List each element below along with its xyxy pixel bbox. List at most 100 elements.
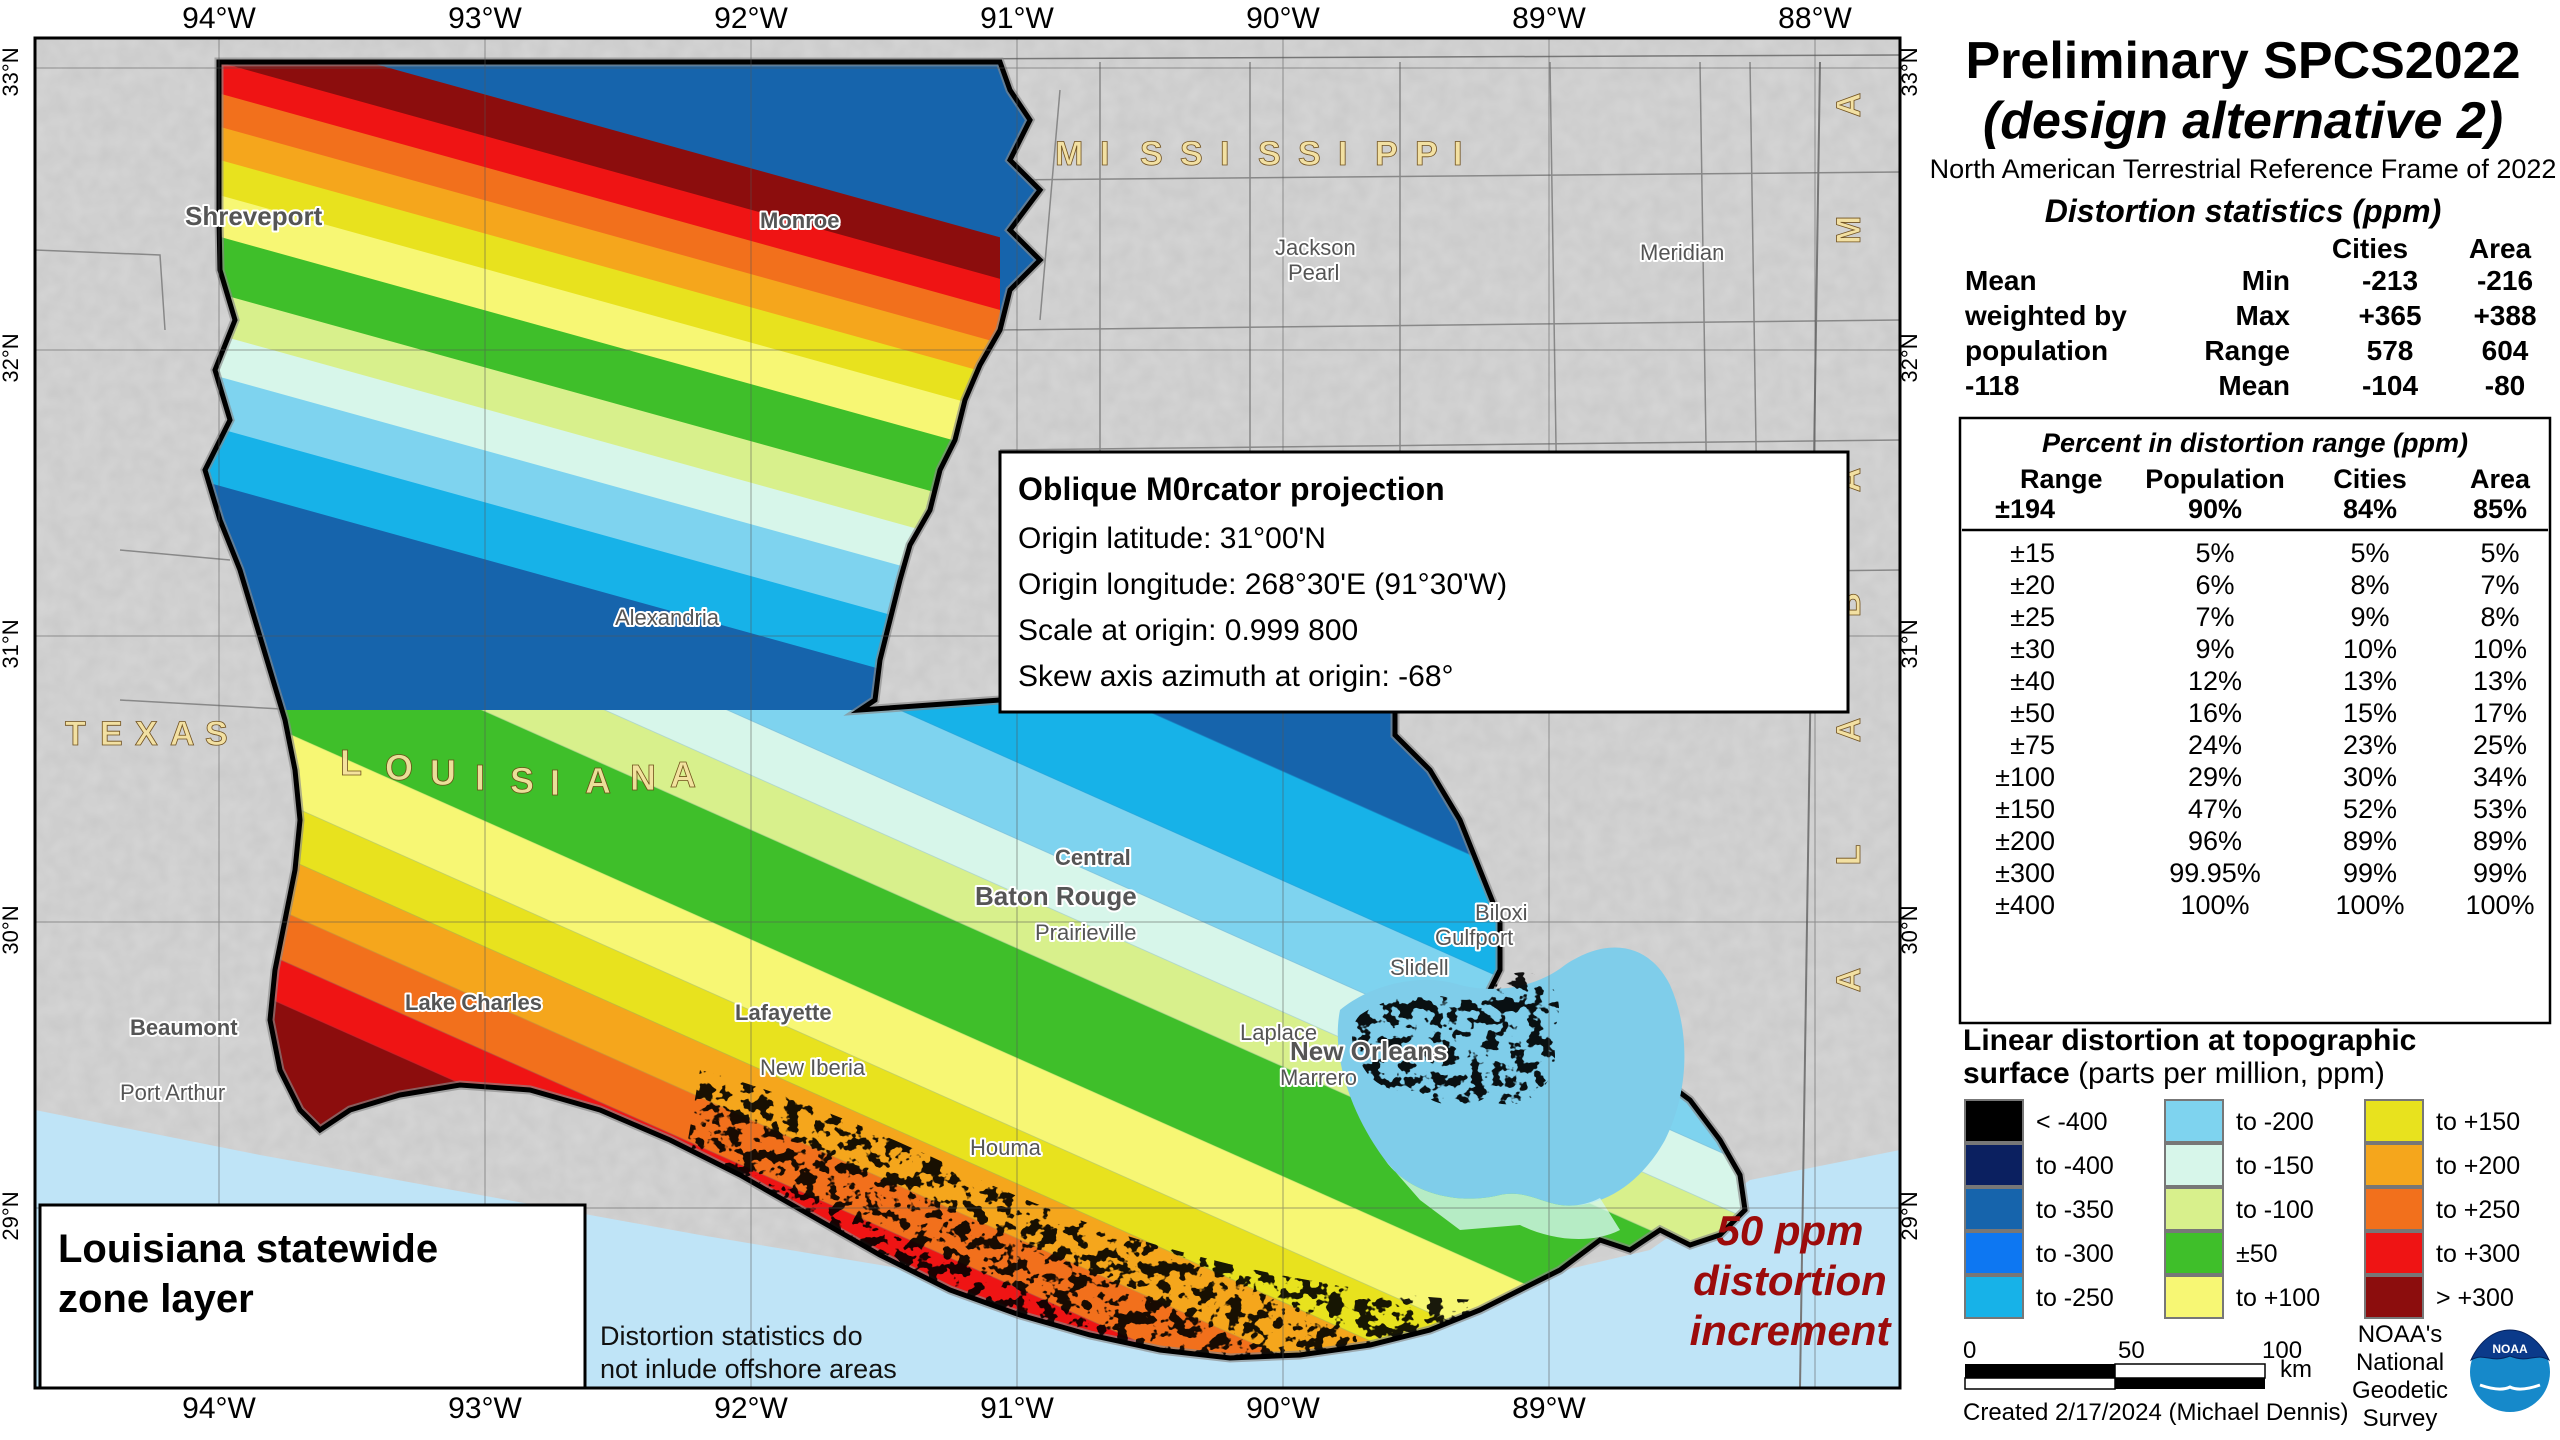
svg-text:not inlude offshore areas: not inlude offshore areas: [600, 1354, 897, 1384]
svg-text:Min: Min: [2242, 265, 2290, 296]
svg-text:29°N: 29°N: [0, 1191, 23, 1240]
svg-text:30%: 30%: [2343, 762, 2397, 792]
svg-text:23%: 23%: [2343, 730, 2397, 760]
svg-text:surface (parts per million, pp: surface (parts per million, ppm): [1963, 1057, 2385, 1090]
svg-text:-118: -118: [1965, 370, 2020, 401]
svg-text:A: A: [170, 715, 195, 753]
svg-text:9%: 9%: [2195, 634, 2234, 664]
svg-text:12%: 12%: [2188, 666, 2242, 696]
svg-text:P: P: [1415, 135, 1438, 173]
svg-text:99%: 99%: [2343, 858, 2397, 888]
svg-text:Meridian: Meridian: [1640, 240, 1724, 265]
svg-text:Distortion statistics do: Distortion statistics do: [600, 1321, 863, 1351]
svg-text:13%: 13%: [2343, 666, 2397, 696]
svg-text:89%: 89%: [2473, 826, 2527, 856]
svg-text:M: M: [1830, 216, 1868, 244]
svg-text:0: 0: [1963, 1337, 1976, 1364]
svg-text:96%: 96%: [2188, 826, 2242, 856]
svg-text:I: I: [1338, 135, 1347, 173]
svg-text:±194: ±194: [1995, 494, 2055, 524]
svg-text:Scale at origin: 0.999 800: Scale at origin: 0.999 800: [1018, 614, 1358, 647]
svg-text:52%: 52%: [2343, 794, 2397, 824]
svg-text:increment: increment: [1690, 1307, 1893, 1354]
svg-text:30°N: 30°N: [1897, 905, 1922, 954]
svg-text:X: X: [135, 715, 158, 753]
svg-text:< -400: < -400: [2036, 1108, 2108, 1136]
svg-text:+365: +365: [2358, 300, 2421, 331]
svg-text:24%: 24%: [2188, 730, 2242, 760]
svg-text:I: I: [1220, 135, 1229, 173]
svg-text:5%: 5%: [2195, 538, 2234, 568]
svg-text:E: E: [100, 715, 123, 753]
svg-text:-213: -213: [2362, 265, 2418, 296]
svg-text:S: S: [1258, 135, 1281, 173]
svg-text:Gulfport: Gulfport: [1435, 925, 1513, 950]
svg-text:88°W: 88°W: [1778, 2, 1852, 35]
svg-text:to -300: to -300: [2036, 1240, 2114, 1268]
svg-text:100%: 100%: [2180, 890, 2249, 920]
svg-text:S: S: [1140, 135, 1163, 173]
svg-text:±20: ±20: [2010, 570, 2055, 600]
svg-text:Survey: Survey: [2363, 1405, 2438, 1432]
svg-text:29%: 29%: [2188, 762, 2242, 792]
svg-text:population: population: [1965, 335, 2108, 366]
svg-text:±75: ±75: [2010, 730, 2055, 760]
svg-text:25%: 25%: [2473, 730, 2527, 760]
svg-text:-104: -104: [2362, 370, 2418, 401]
svg-text:Linear distortion at topograph: Linear distortion at topographic: [1963, 1024, 2416, 1057]
svg-text:Houma: Houma: [970, 1135, 1042, 1160]
svg-text:±15: ±15: [2010, 538, 2055, 568]
svg-text:National: National: [2356, 1349, 2444, 1376]
svg-text:34%: 34%: [2473, 762, 2527, 792]
svg-text:Range: Range: [2020, 464, 2103, 494]
svg-text:100%: 100%: [2465, 890, 2534, 920]
svg-text:to +200: to +200: [2436, 1152, 2520, 1180]
svg-text:U: U: [430, 752, 456, 793]
svg-text:94°W: 94°W: [182, 2, 256, 35]
svg-text:±400: ±400: [1995, 890, 2055, 920]
svg-text:5%: 5%: [2350, 538, 2389, 568]
svg-text:Pearl: Pearl: [1288, 260, 1339, 285]
svg-text:30°N: 30°N: [0, 905, 23, 954]
svg-text:New Iberia: New Iberia: [760, 1055, 866, 1080]
svg-text:weighted by: weighted by: [1964, 300, 2127, 331]
svg-text:Preliminary SPCS2022: Preliminary SPCS2022: [1966, 32, 2521, 90]
svg-text:L: L: [340, 742, 362, 783]
svg-text:Monroe: Monroe: [760, 208, 839, 233]
svg-text:5%: 5%: [2480, 538, 2519, 568]
svg-text:Max: Max: [2236, 300, 2291, 331]
svg-text:89°W: 89°W: [1512, 2, 1586, 35]
svg-text:NOAA: NOAA: [2492, 1342, 2528, 1356]
svg-text:Mean: Mean: [2218, 370, 2290, 401]
svg-text:(design alternative 2): (design alternative 2): [1983, 92, 2503, 150]
svg-text:distortion: distortion: [1693, 1257, 1887, 1304]
svg-text:±300: ±300: [1995, 858, 2055, 888]
svg-text:33°N: 33°N: [0, 47, 23, 96]
svg-text:Created 2/17/2024 (Michael Den: Created 2/17/2024 (Michael Dennis): [1963, 1399, 2349, 1426]
svg-text:km: km: [2280, 1356, 2312, 1383]
svg-text:Cities: Cities: [2333, 464, 2407, 494]
svg-text:Beaumont: Beaumont: [130, 1015, 238, 1040]
svg-text:Lafayette: Lafayette: [735, 1000, 832, 1025]
svg-text:P: P: [1375, 135, 1398, 173]
svg-text:8%: 8%: [2350, 570, 2389, 600]
svg-text:8%: 8%: [2480, 602, 2519, 632]
svg-text:±50: ±50: [2236, 1240, 2278, 1268]
svg-text:99%: 99%: [2473, 858, 2527, 888]
svg-text:47%: 47%: [2188, 794, 2242, 824]
svg-text:Skew axis azimuth at origin: -: Skew axis azimuth at origin: -68°: [1018, 660, 1454, 693]
svg-text:93°W: 93°W: [448, 1392, 522, 1425]
svg-text:±25: ±25: [2010, 602, 2055, 632]
svg-text:7%: 7%: [2195, 602, 2234, 632]
svg-text:to -400: to -400: [2036, 1152, 2114, 1180]
svg-text:Port Arthur: Port Arthur: [120, 1080, 225, 1105]
svg-text:9%: 9%: [2350, 602, 2389, 632]
svg-text:Geodetic: Geodetic: [2352, 1377, 2448, 1404]
svg-text:Louisiana statewide: Louisiana statewide: [58, 1227, 438, 1271]
svg-text:N: N: [630, 757, 656, 798]
svg-text:±40: ±40: [2010, 666, 2055, 696]
svg-text:to -250: to -250: [2036, 1284, 2114, 1312]
svg-text:A: A: [1830, 718, 1868, 743]
svg-text:I: I: [550, 762, 560, 803]
svg-text:90°W: 90°W: [1246, 2, 1320, 35]
